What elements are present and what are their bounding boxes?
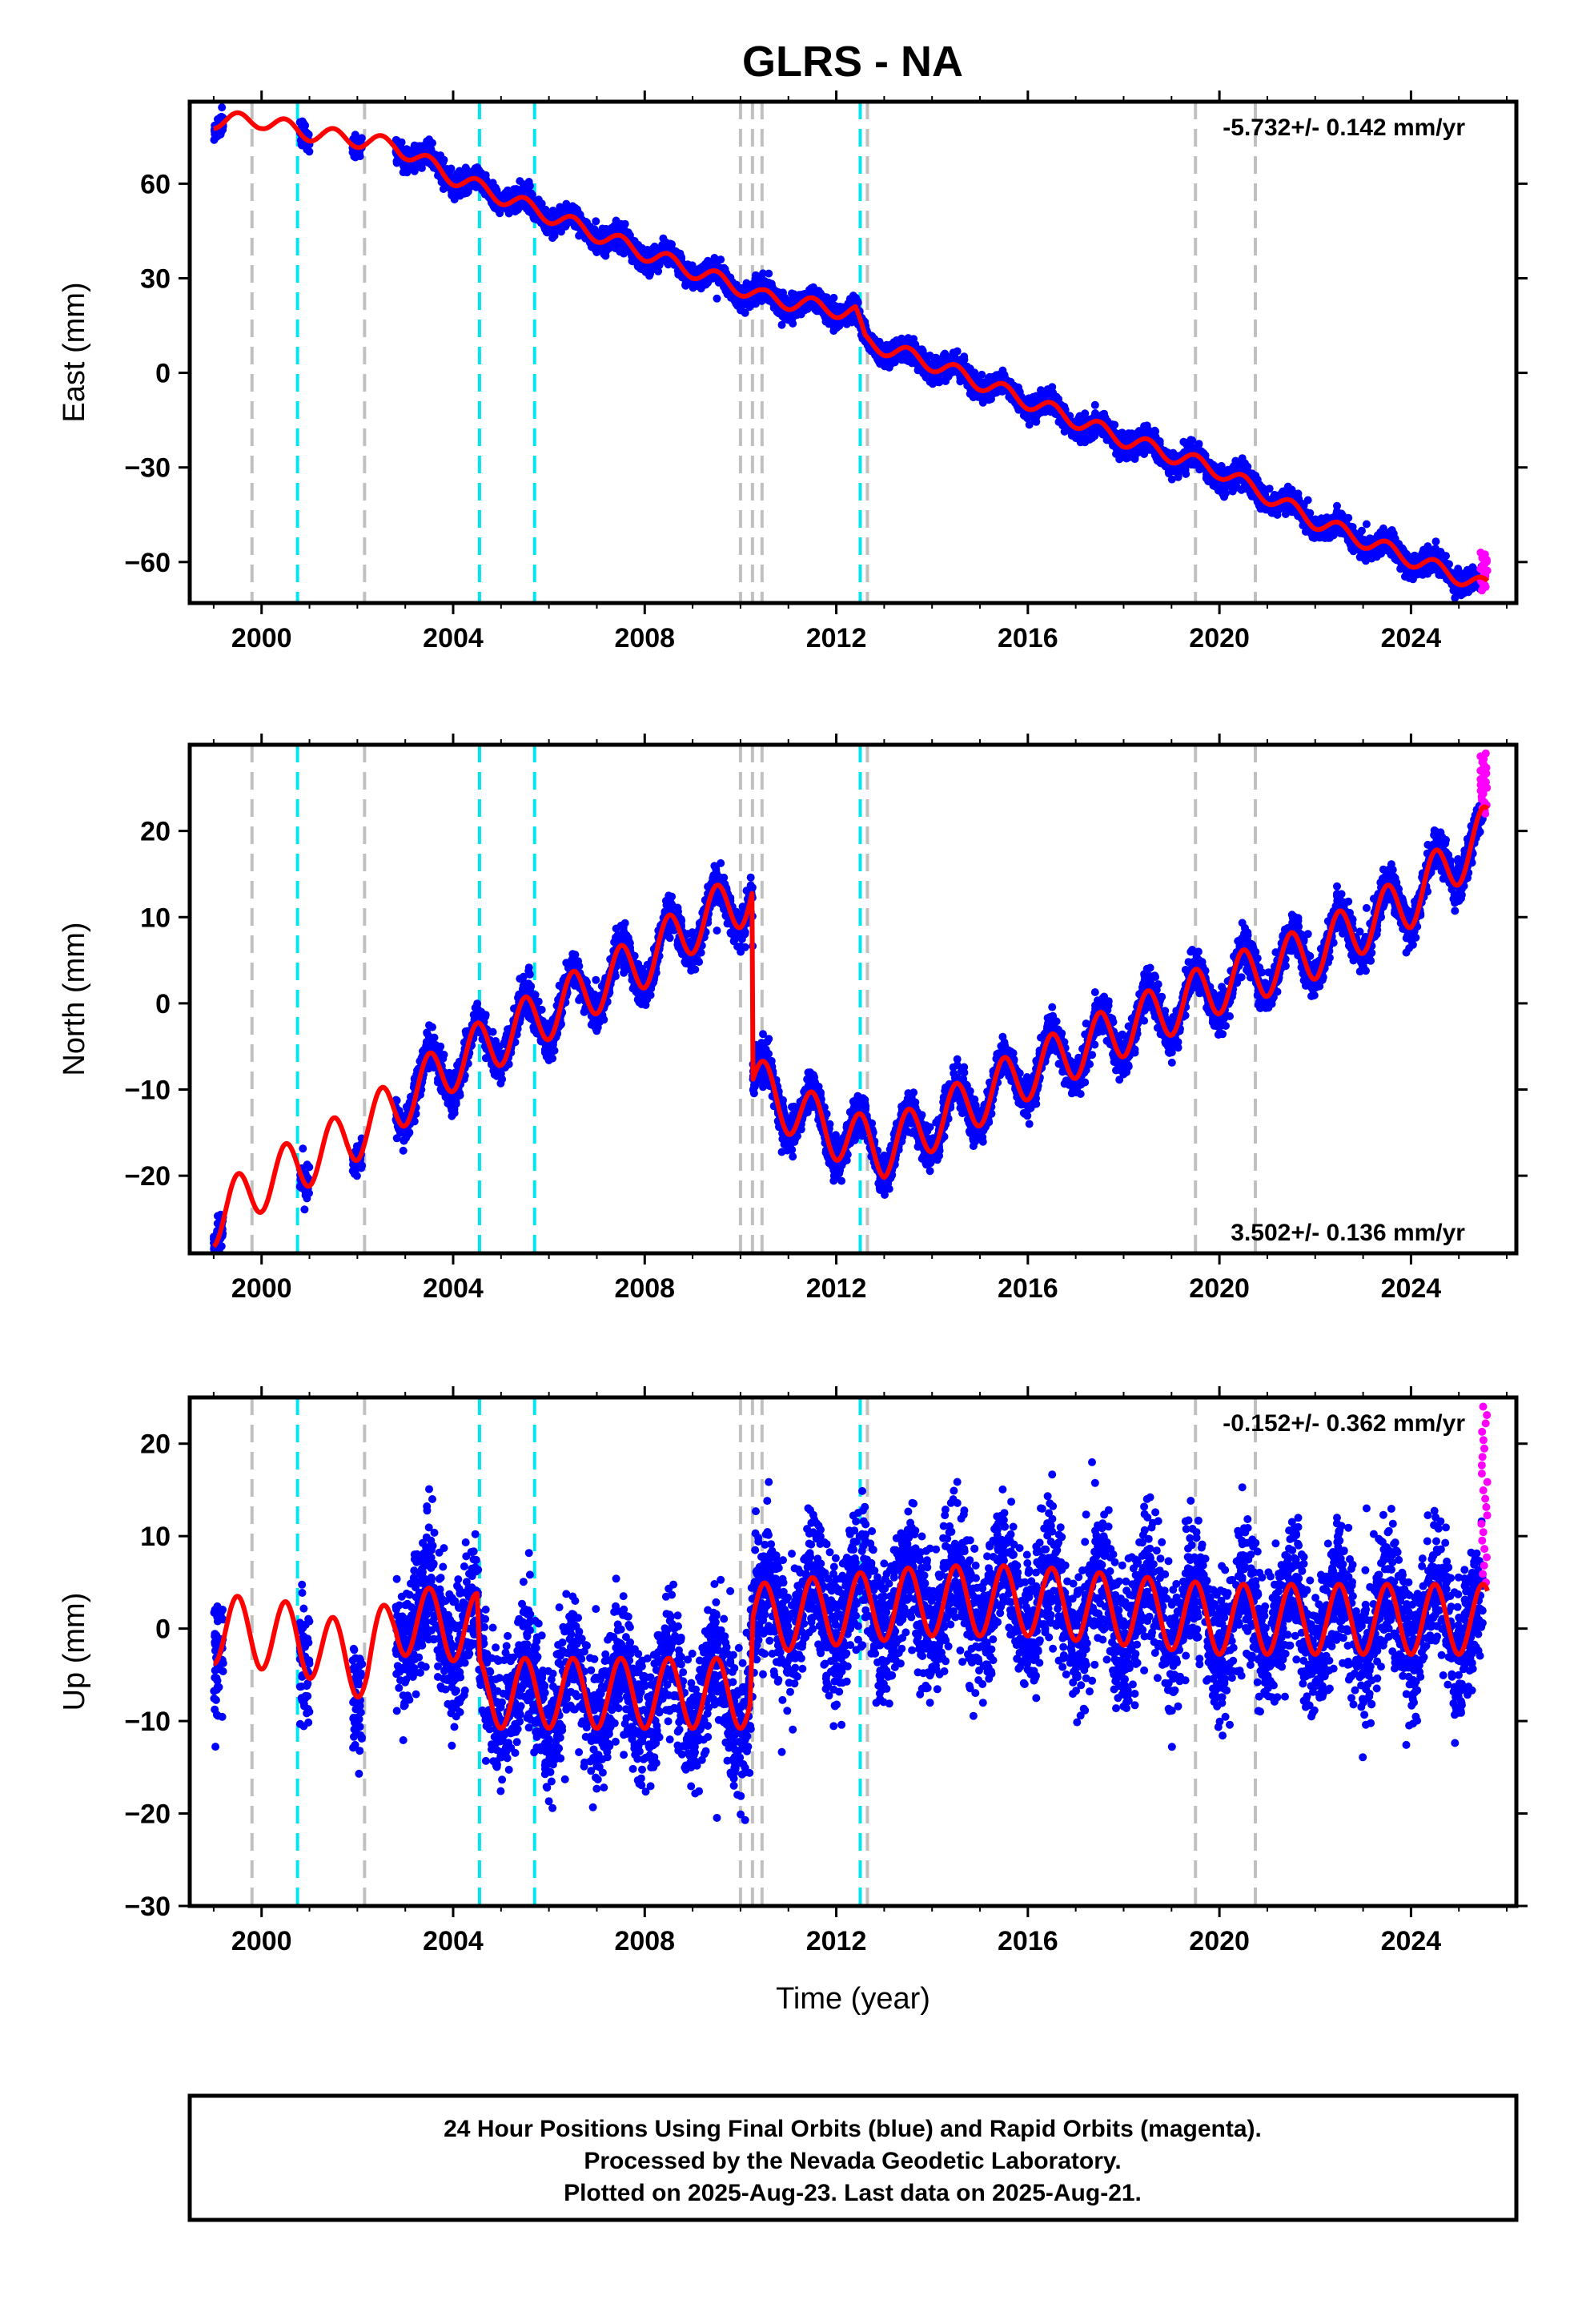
data-point (713, 294, 721, 303)
plot-area-east (210, 102, 1492, 603)
data-point (777, 320, 786, 329)
data-point (712, 255, 721, 264)
data-point (1256, 505, 1265, 513)
data-point (1081, 409, 1090, 418)
data-point (741, 308, 749, 317)
data-point (759, 269, 767, 278)
chart-title: GLRS - NA (742, 38, 963, 86)
data-point (1362, 520, 1371, 529)
data-point (211, 133, 220, 142)
data-point (1379, 524, 1387, 533)
data-point (1333, 501, 1341, 510)
data-point (960, 352, 969, 361)
data-point (934, 355, 942, 364)
data-point (218, 103, 227, 112)
data-point (303, 141, 311, 150)
data-point (1174, 472, 1182, 481)
final-orbit-points-east (210, 103, 1488, 602)
data-point (1281, 510, 1290, 518)
data-point (765, 269, 773, 278)
data-point (978, 370, 986, 379)
data-point (463, 167, 472, 175)
data-point (592, 217, 600, 226)
data-point (1090, 400, 1099, 409)
data-point (298, 117, 307, 126)
